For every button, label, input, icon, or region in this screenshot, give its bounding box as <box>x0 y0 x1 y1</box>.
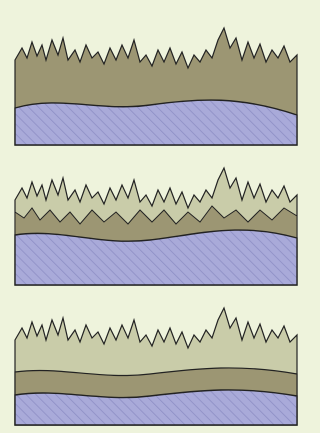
water-layer <box>15 390 297 425</box>
illustration <box>0 0 307 433</box>
page: (() => { const data = JSON.parse(documen… <box>0 0 320 433</box>
water-layer <box>15 100 297 145</box>
